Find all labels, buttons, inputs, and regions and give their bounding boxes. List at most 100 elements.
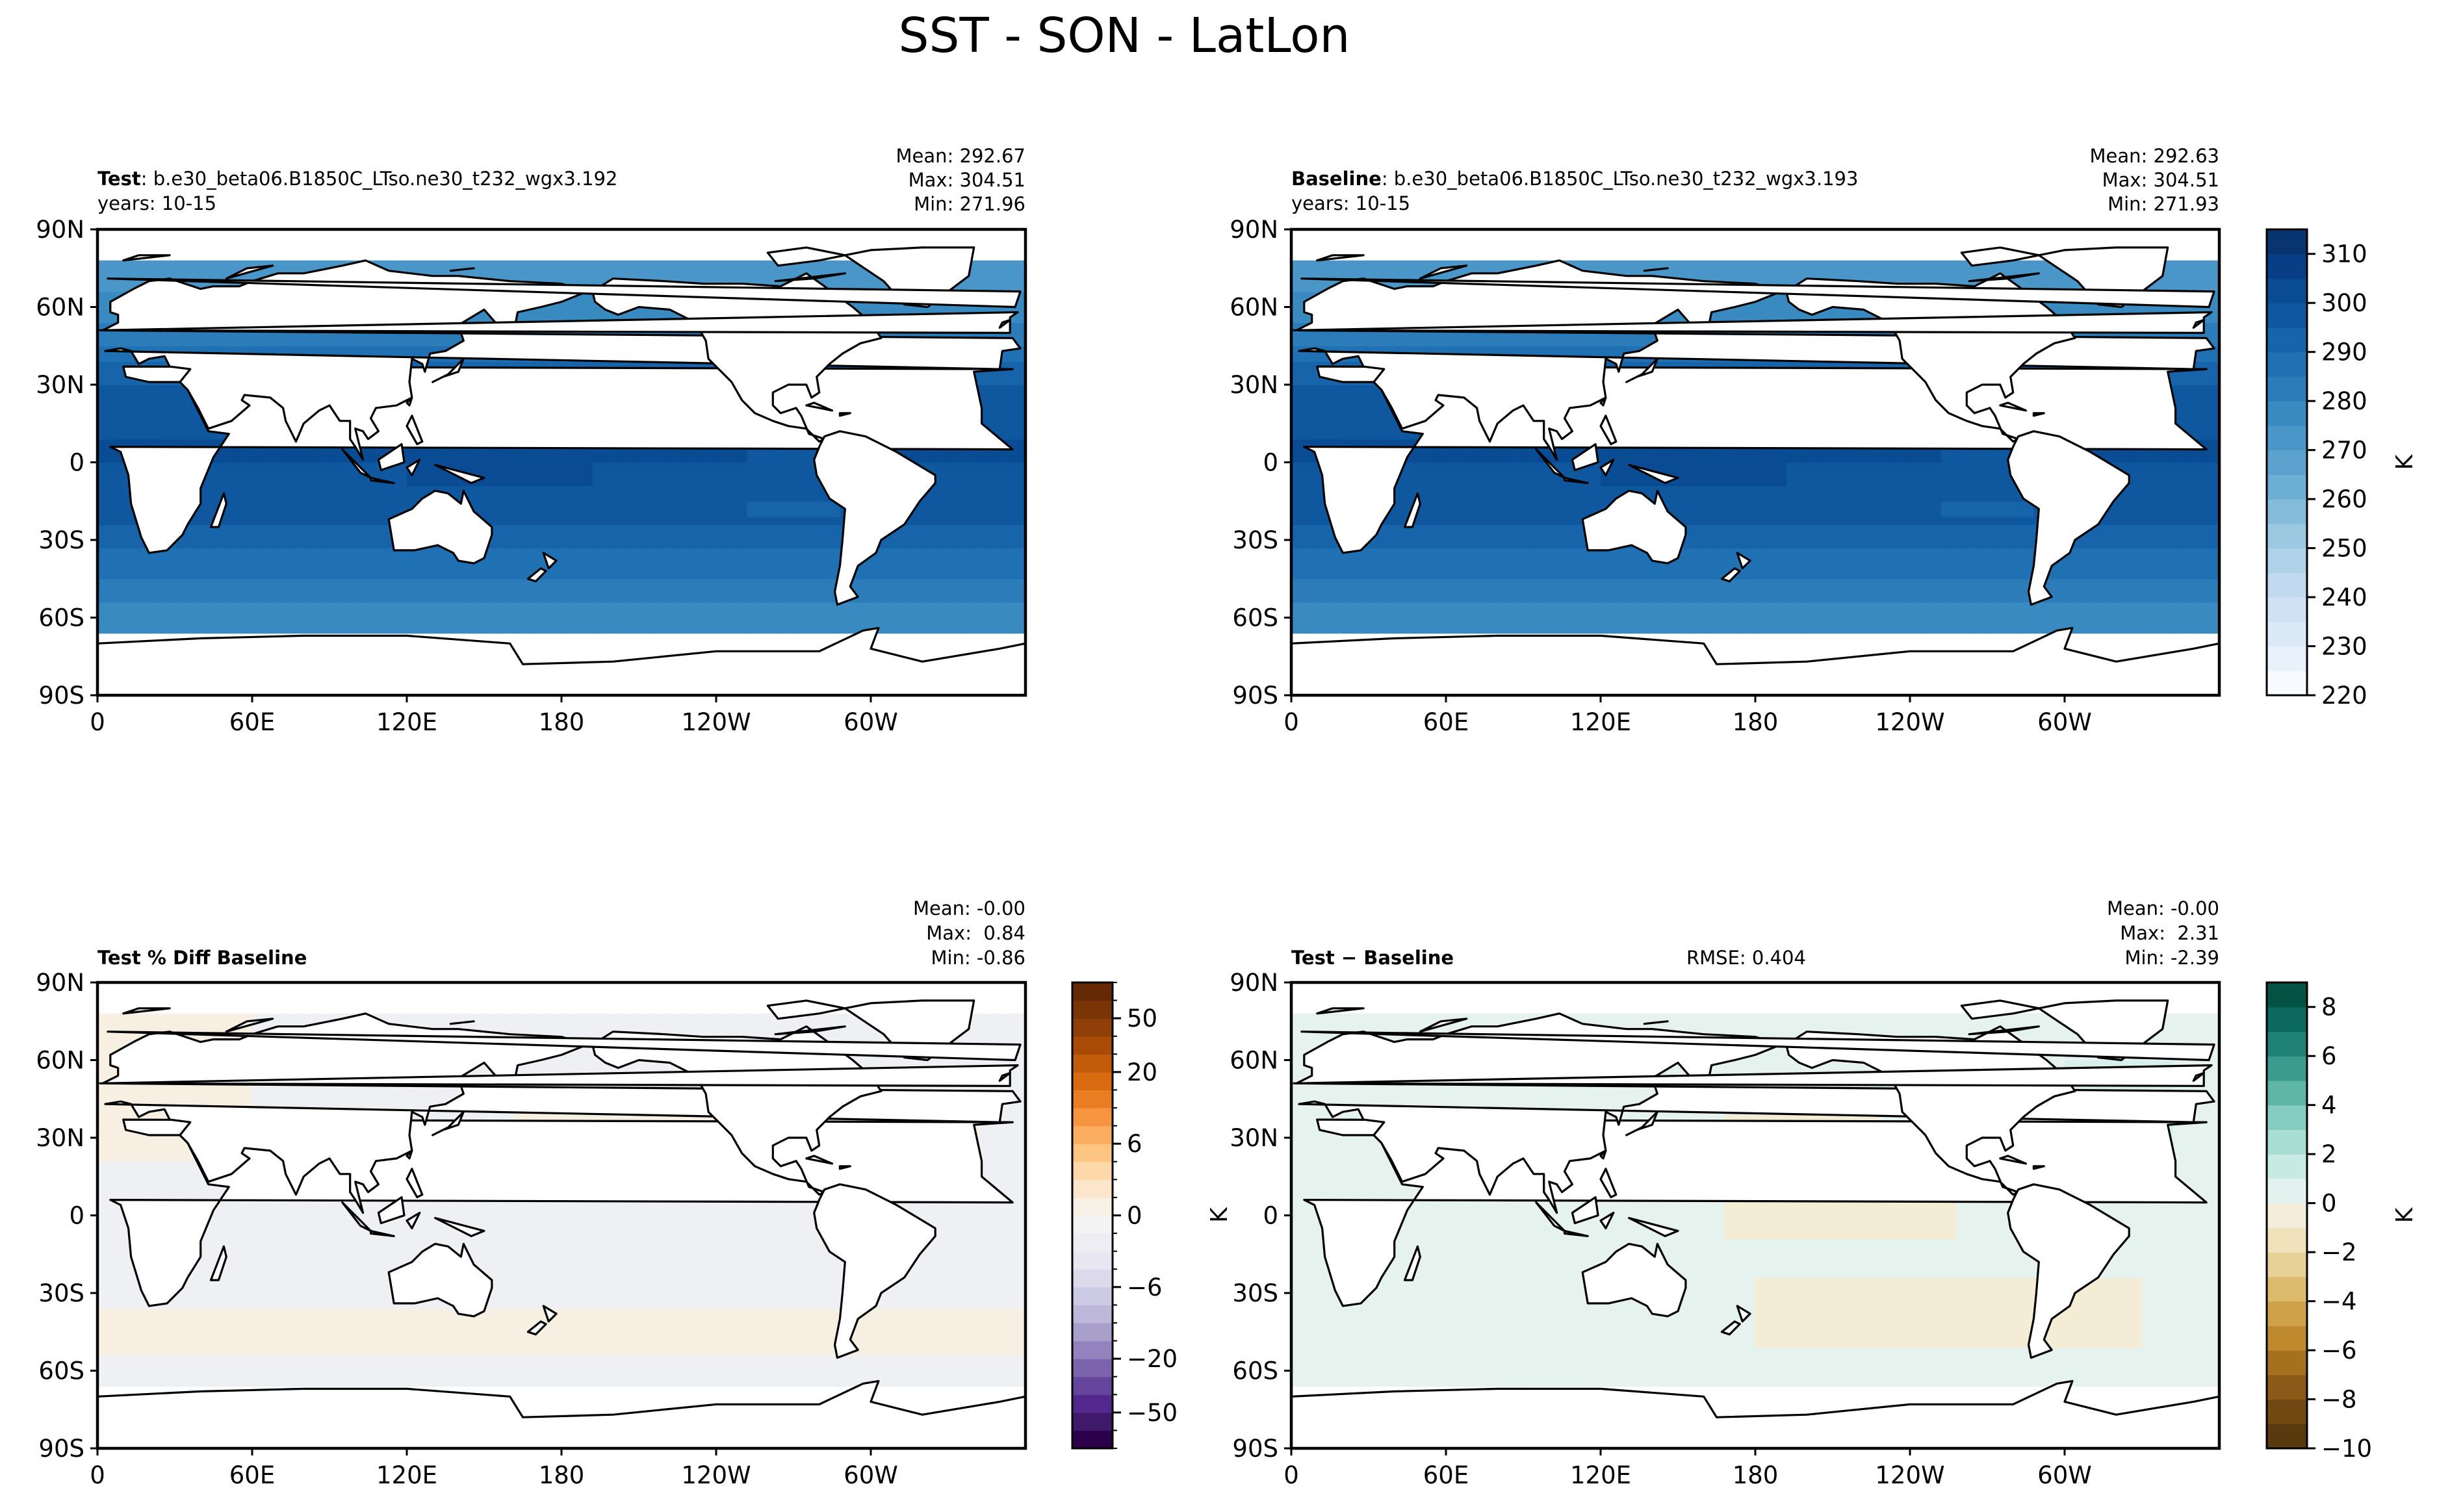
ocean-cell [329, 493, 346, 502]
ocean-cell [2080, 563, 2096, 572]
ocean-cell [1554, 532, 1571, 541]
ocean-cell [97, 338, 114, 347]
ocean-cell [237, 338, 253, 347]
ocean-cell [731, 524, 748, 533]
ocean-cell [1894, 594, 1911, 603]
ocean-cell [2065, 602, 2081, 611]
ocean-cell [917, 532, 933, 541]
ocean-cell [314, 485, 330, 494]
ocean-cell [994, 617, 1011, 626]
landmass-11 [406, 458, 421, 477]
ocean-cell [1384, 423, 1400, 432]
ocean-cell [1941, 548, 1957, 556]
ocean-cell [159, 423, 175, 432]
ocean-cell [360, 540, 377, 548]
ocean-cell [716, 485, 732, 494]
ocean-cell [840, 609, 856, 619]
ocean-cell [1384, 517, 1400, 525]
ocean-cell [344, 346, 361, 355]
ocean-cell [669, 609, 686, 619]
ocean-cell [1384, 625, 1400, 634]
ocean-cell [267, 570, 284, 580]
ocean-cell [484, 602, 500, 611]
ocean-cell [933, 609, 949, 619]
ocean-cell [329, 570, 346, 580]
ocean-cell [808, 586, 825, 595]
ocean-cell [1010, 415, 1025, 424]
ocean-cell [1322, 548, 1339, 556]
ocean-cell [824, 548, 841, 556]
ocean-cell [175, 578, 191, 587]
ocean-cell [112, 485, 129, 494]
ocean-cell [314, 260, 330, 269]
ocean-cell [608, 485, 624, 494]
ocean-cell [1817, 524, 1833, 533]
ocean-cell [669, 485, 686, 494]
ocean-cell [979, 493, 996, 502]
ocean-cell [112, 509, 129, 517]
ocean-cell [1010, 594, 1025, 603]
ocean-cell [283, 602, 300, 611]
ocean-cell [314, 338, 330, 347]
ocean-cell [654, 625, 671, 634]
ocean-cell [793, 517, 810, 525]
ocean-cell [871, 555, 887, 564]
ocean-cell [1786, 586, 1803, 595]
ocean-cell [2002, 625, 2019, 634]
ocean-cell [453, 446, 469, 455]
ocean-cell [963, 470, 980, 479]
ocean-cell [762, 509, 779, 517]
ocean-cell [112, 625, 129, 634]
ocean-cell [1724, 501, 1740, 510]
ocean-cell [871, 602, 887, 611]
ocean-cell [1399, 478, 1416, 487]
ocean-cell [778, 462, 794, 471]
ocean-cell [1353, 602, 1369, 611]
ocean-cell [298, 478, 315, 487]
ocean-cell [1353, 423, 1369, 432]
ocean-cell [1910, 462, 1926, 471]
ocean-cell [1693, 594, 1710, 603]
ocean-cell [237, 570, 253, 580]
ocean-cell [1446, 485, 1462, 494]
ocean-cell [1987, 548, 2004, 556]
ocean-cell [1616, 454, 1632, 463]
ocean-cell [2204, 625, 2219, 634]
ocean-cell [1693, 617, 1710, 626]
ocean-cell [2173, 609, 2189, 619]
ocean-cell [515, 540, 532, 548]
ocean-cell [592, 570, 609, 580]
ocean-cell [1446, 501, 1462, 510]
ocean-cell [2204, 446, 2219, 455]
ocean-cell [1492, 540, 1508, 548]
ocean-cell [979, 570, 996, 580]
ocean-cell [623, 625, 639, 634]
ocean-cell [1925, 540, 1942, 548]
ocean-cell [1740, 570, 1756, 580]
ocean-cell [685, 578, 701, 587]
ocean-cell [283, 478, 300, 487]
ocean-cell [128, 431, 145, 440]
ocean-cell [1708, 555, 1725, 564]
ocean-cell [623, 454, 639, 463]
ocean-cell [422, 548, 439, 556]
ocean-cell [1724, 602, 1740, 611]
ocean-cell [1369, 392, 1385, 401]
ocean-cell [917, 501, 933, 510]
ocean-cell [1956, 454, 1972, 463]
ocean-cell [1941, 462, 1957, 471]
ocean-cell [1538, 609, 1555, 619]
ocean-cell [1415, 517, 1431, 525]
ocean-cell [1476, 602, 1493, 611]
ocean-cell [407, 346, 423, 355]
ocean-cell [592, 509, 609, 517]
ocean-cell [1585, 609, 1601, 619]
ocean-cell [731, 570, 748, 580]
panel-baseline: Baseline: b.e30_beta06.B1850C_LTso.ne30_… [1230, 145, 2418, 736]
ocean-cell [1010, 493, 1025, 502]
ocean-cell [1678, 470, 1694, 479]
ocean-cell [1508, 454, 1524, 463]
ocean-cell [2157, 617, 2174, 626]
ocean-cell [1461, 509, 1478, 517]
ocean-cell [190, 609, 207, 619]
